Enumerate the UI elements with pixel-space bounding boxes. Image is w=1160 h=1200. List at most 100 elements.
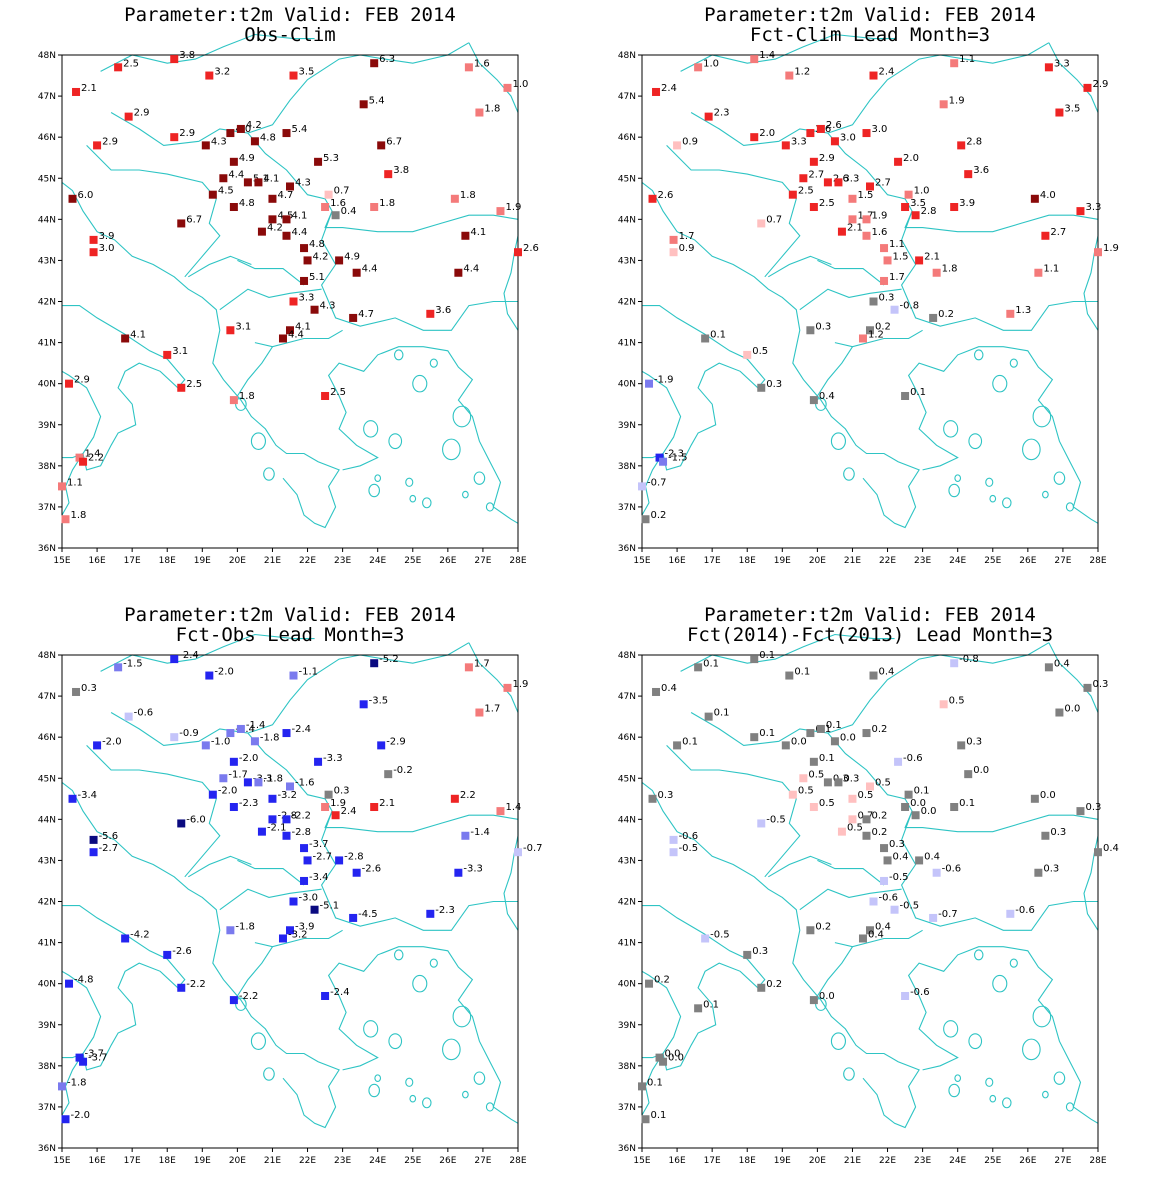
- station-marker: [503, 83, 512, 92]
- station-marker: [229, 996, 238, 1005]
- station-marker: [257, 827, 266, 836]
- station-marker: [939, 700, 948, 709]
- panel-obs-clim: Parameter:t2m Valid: FEB 2014 Obs-Clim: [0, 0, 580, 600]
- station-value: 0.1: [959, 798, 975, 809]
- island: [943, 420, 959, 438]
- station-marker: [79, 457, 88, 466]
- lat-label: 48N: [618, 51, 636, 61]
- island: [989, 494, 997, 503]
- station-value: -5.2: [379, 654, 399, 665]
- lon-label: 17E: [124, 1156, 141, 1166]
- station-value: 0.2: [766, 979, 782, 990]
- station-value: 4.1: [291, 210, 307, 221]
- station-value: 2.4: [341, 806, 357, 817]
- station-value: 0.1: [703, 999, 719, 1010]
- station-marker: [163, 950, 172, 959]
- station-value: 0.1: [651, 1110, 667, 1121]
- island: [973, 349, 984, 361]
- station-marker: [929, 313, 938, 322]
- station-marker: [652, 87, 661, 96]
- station-value: 2.1: [379, 798, 395, 809]
- station-value: 0.0: [665, 1049, 681, 1060]
- lon-label: 21E: [264, 1156, 281, 1166]
- station-marker: [177, 219, 186, 228]
- lat-label: 38N: [618, 462, 636, 472]
- coastline: [827, 732, 1099, 833]
- station-value: 0.1: [914, 786, 930, 797]
- station-marker: [848, 794, 857, 803]
- station-marker: [65, 979, 74, 988]
- station-marker: [869, 71, 878, 80]
- station-value: -4.2: [130, 929, 150, 940]
- station-value: 4.4: [463, 264, 479, 275]
- lon-label: 17E: [704, 556, 721, 566]
- coastline: [237, 259, 305, 286]
- station-marker: [950, 59, 959, 68]
- island: [973, 949, 984, 961]
- lon-label: 18E: [739, 556, 756, 566]
- station-marker: [352, 868, 361, 877]
- station-value: -2.8: [291, 827, 311, 838]
- station-value: 1.1: [1043, 264, 1059, 275]
- lat-label: 38N: [618, 1062, 636, 1072]
- station-marker: [862, 231, 871, 240]
- coastline: [666, 745, 801, 878]
- station-value: 2.1: [924, 251, 940, 262]
- lon-label: 25E: [404, 556, 421, 566]
- station-marker: [957, 141, 966, 150]
- station-value: 3.5: [910, 198, 926, 209]
- island: [830, 432, 846, 450]
- station-marker: [950, 803, 959, 812]
- station-value: -2.2: [239, 991, 259, 1002]
- station-value: 4.4: [362, 264, 378, 275]
- lon-label: 24E: [949, 1156, 966, 1166]
- lat-label: 46N: [618, 733, 636, 743]
- station-value: 0.9: [682, 136, 698, 147]
- station-marker: [300, 876, 309, 885]
- coastline-layer: [61, 633, 519, 1129]
- station-value: 4.8: [260, 132, 276, 143]
- panel-subtitle: Fct-Clim Lead Month=3: [749, 24, 991, 46]
- lat-label: 40N: [38, 380, 56, 390]
- station-marker: [915, 256, 924, 265]
- station-value: 1.9: [505, 202, 521, 213]
- station-marker: [757, 219, 766, 228]
- station-marker: [303, 856, 312, 865]
- station-marker: [370, 203, 379, 212]
- station-value: 3.3: [791, 136, 807, 147]
- coastline: [817, 859, 885, 886]
- coastline: [816, 946, 853, 997]
- station-marker: [426, 309, 435, 318]
- map-fct-clim: 15E 16E 17E 18E 19E 20E 21E 22E 23E 24E 25E 26E 27E 2…: [618, 33, 1119, 566]
- station-marker: [503, 683, 512, 692]
- station-value: 3.9: [959, 198, 975, 209]
- lon-label: 21E: [844, 556, 861, 566]
- station-value: 2.6: [826, 120, 842, 131]
- lat-label: 47N: [618, 692, 636, 702]
- station-value: -3.7: [309, 839, 329, 850]
- coastline: [110, 642, 470, 746]
- station-value: 1.2: [868, 329, 884, 340]
- station-value: -3.3: [463, 864, 483, 875]
- station-marker: [641, 515, 650, 524]
- station-marker: [236, 124, 245, 133]
- station-marker: [208, 190, 217, 199]
- lon-label: 23E: [914, 556, 931, 566]
- station-marker: [673, 141, 682, 150]
- station-value: 5.3: [323, 153, 339, 164]
- station-marker: [229, 157, 238, 166]
- station-marker: [289, 897, 298, 906]
- station-value: 1.6: [330, 198, 346, 209]
- station-marker: [904, 190, 913, 199]
- station-value: -1.4: [246, 720, 266, 731]
- station-value: -3.7: [85, 1049, 105, 1060]
- station-value: 1.7: [484, 704, 500, 715]
- station-value: 1.4: [85, 449, 101, 460]
- lon-label: 26E: [439, 1156, 456, 1166]
- station-value: 0.3: [81, 683, 97, 694]
- station-value: -0.5: [900, 901, 920, 912]
- island: [1009, 958, 1018, 968]
- station-value: 4.3: [295, 177, 311, 188]
- island: [363, 1020, 379, 1038]
- station-value: 2.7: [808, 169, 824, 180]
